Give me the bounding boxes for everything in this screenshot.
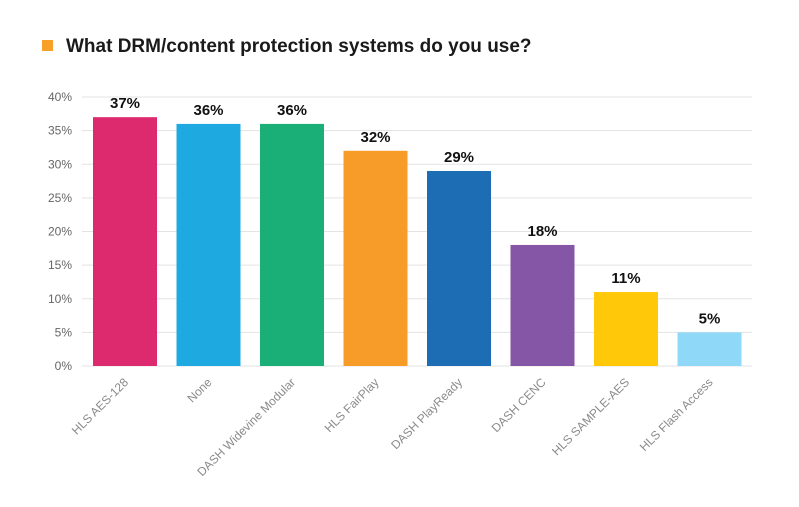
y-tick-label: 15% <box>48 258 72 272</box>
x-category-label: DASH CENC <box>489 375 549 435</box>
bars <box>93 117 742 367</box>
y-tick-label: 0% <box>55 359 73 373</box>
bar-value-label: 5% <box>699 310 721 327</box>
y-tick-label: 35% <box>48 124 72 138</box>
x-category-label: HLS FairPlay <box>322 375 382 435</box>
bar-value-label: 29% <box>444 149 474 166</box>
bar <box>343 150 408 366</box>
bar-value-label: 36% <box>277 102 307 119</box>
y-axis-ticks: 0% 5% 10% 15% 20% 25% 30% 35% 40% <box>48 90 72 373</box>
x-category-label: DASH Widevine Modular <box>194 375 298 479</box>
x-category-label: DASH PlayReady <box>388 375 465 452</box>
bar-value-label: 37% <box>110 95 140 112</box>
bar <box>594 292 658 366</box>
y-tick-label: 20% <box>48 225 72 239</box>
y-tick-label: 25% <box>48 191 72 205</box>
bar <box>427 170 491 366</box>
x-category-label: HLS SAMPLE-AES <box>549 375 632 458</box>
x-category-label: HLS Flash Access <box>637 375 716 454</box>
chart-title-marker <box>42 40 53 51</box>
x-category-label: None <box>184 375 214 405</box>
bar <box>93 117 157 366</box>
bar-value-label: 18% <box>527 223 557 240</box>
chart-title: What DRM/content protection systems do y… <box>66 36 532 57</box>
bar-value-label: 11% <box>611 270 640 287</box>
y-tick-label: 10% <box>48 292 72 306</box>
y-tick-label: 30% <box>48 157 72 171</box>
bar-value-label: 32% <box>360 129 390 146</box>
bar <box>176 123 241 367</box>
value-labels: 37% 36% 36% 32% 29% 18% 11% 5% <box>110 95 720 327</box>
bar <box>677 332 742 366</box>
bar <box>510 244 575 366</box>
bar <box>260 123 324 367</box>
bar-value-label: 36% <box>193 102 223 119</box>
y-tick-label: 40% <box>48 90 72 104</box>
x-category-label: HLS AES-128 <box>69 375 131 437</box>
y-tick-label: 5% <box>55 325 73 339</box>
